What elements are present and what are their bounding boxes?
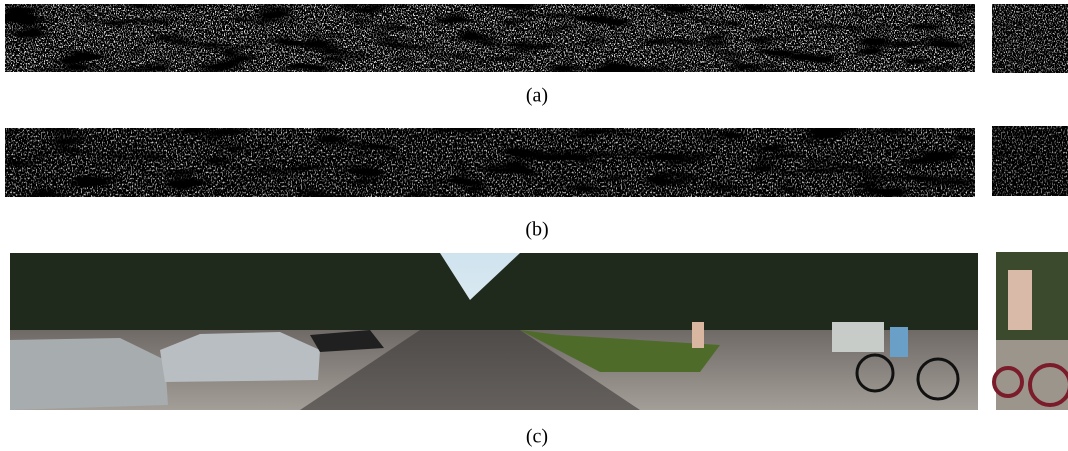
crop-points	[992, 4, 1068, 73]
panel-a: (a)	[5, 4, 1068, 107]
cyclist	[692, 322, 704, 348]
panel-b: (b)	[5, 126, 1068, 241]
crop-cyclist	[1008, 270, 1032, 330]
crop-points	[992, 126, 1068, 196]
figure: (a) (b) (c)	[0, 0, 1068, 451]
box	[832, 322, 884, 352]
caption: (a)	[526, 85, 548, 107]
depth-mask	[5, 4, 975, 72]
cyclist	[890, 327, 908, 357]
panel-c: (c)	[10, 252, 1068, 448]
caption: (b)	[525, 219, 548, 241]
caption: (c)	[526, 426, 548, 448]
depth-mask	[5, 128, 975, 197]
